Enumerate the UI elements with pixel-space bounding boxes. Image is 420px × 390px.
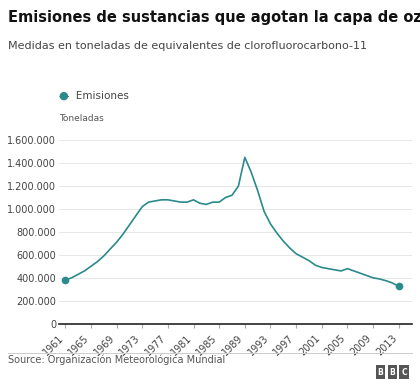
Text: Source: Organización Meteorológica Mundial: Source: Organización Meteorológica Mundi… bbox=[8, 355, 226, 365]
Text: Emisiones de sustancias que agotan la capa de ozono: Emisiones de sustancias que agotan la ca… bbox=[8, 10, 420, 25]
Text: C: C bbox=[401, 368, 407, 377]
Text: B: B bbox=[378, 368, 383, 377]
Text: ●: ● bbox=[59, 90, 68, 101]
Text: B: B bbox=[389, 368, 395, 377]
Text: —  Emisiones: — Emisiones bbox=[59, 90, 129, 101]
Text: Toneladas: Toneladas bbox=[59, 114, 104, 123]
Text: Medidas en toneladas de equivalentes de clorofluorocarbono-11: Medidas en toneladas de equivalentes de … bbox=[8, 41, 367, 51]
